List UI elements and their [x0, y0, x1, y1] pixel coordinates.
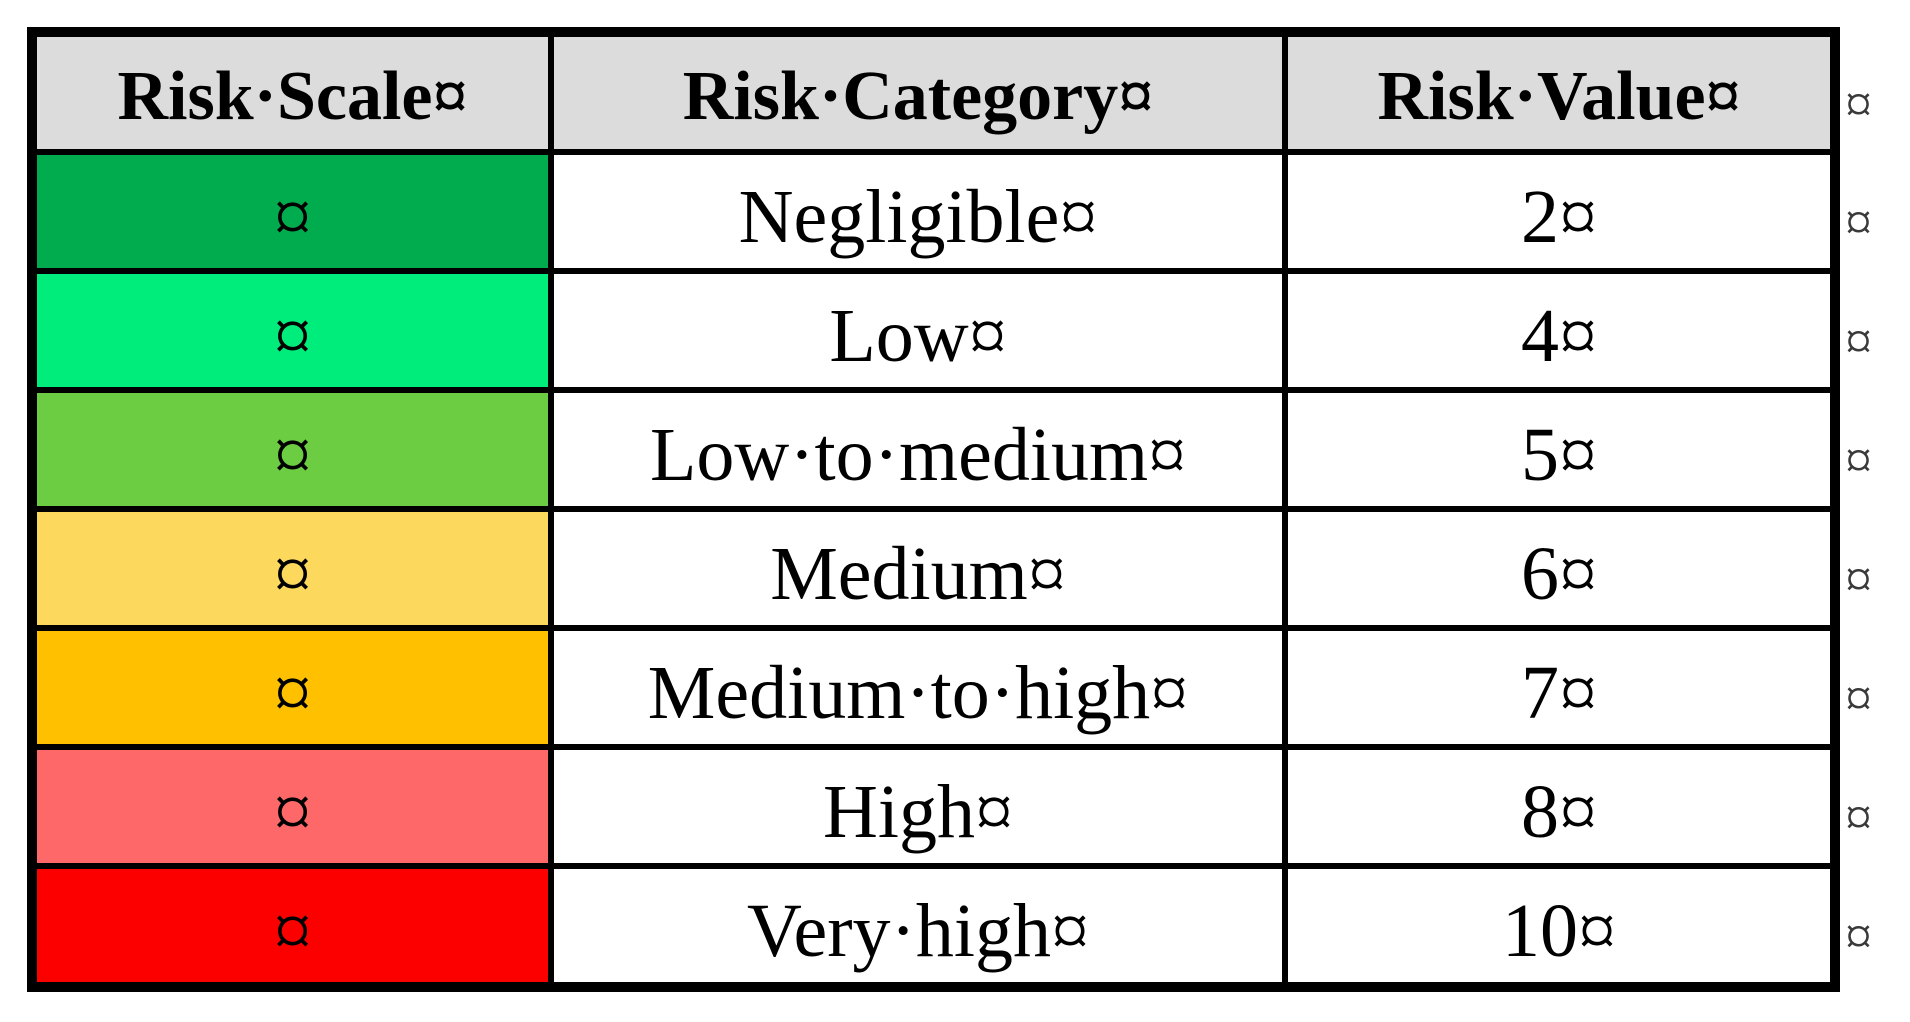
table-row-medium: ¤ Medium¤ 6¤ [34, 509, 1833, 628]
end-of-row-marker: ¤ [1845, 668, 1872, 728]
scale-color-cell: ¤ [34, 152, 551, 271]
header-cell-risk-value: Risk·Value¤ [1285, 34, 1833, 152]
cell-end-marker: ¤ [273, 888, 312, 973]
header-cell-risk-category: Risk·Category¤ [551, 34, 1285, 152]
header-label-risk-scale: Risk·Scale¤ [117, 58, 468, 135]
cell-end-marker: ¤ [273, 174, 312, 259]
header-cell-risk-scale: Risk·Scale¤ [34, 34, 551, 152]
value-label: 2¤ [1521, 174, 1597, 259]
category-cell: Medium¤ [551, 509, 1285, 628]
cell-end-marker: ¤ [273, 293, 312, 378]
category-label: Negligible¤ [738, 174, 1098, 259]
header-row: Risk·Scale¤ Risk·Category¤ Risk·Value¤ [34, 34, 1833, 152]
value-cell: 8¤ [1285, 747, 1833, 866]
scale-color-cell: ¤ [34, 390, 551, 509]
category-label: High¤ [823, 769, 1013, 854]
value-label: 6¤ [1521, 531, 1597, 616]
end-of-row-marker: ¤ [1845, 787, 1872, 847]
category-cell: Low·to·medium¤ [551, 390, 1285, 509]
value-cell: 5¤ [1285, 390, 1833, 509]
category-label: Medium¤ [770, 531, 1066, 616]
value-label: 7¤ [1521, 650, 1597, 735]
value-label: 10¤ [1502, 888, 1616, 973]
category-label: Low·to·medium¤ [649, 412, 1187, 497]
category-label: Very·high¤ [747, 888, 1089, 973]
end-of-row-marker: ¤ [1845, 311, 1872, 371]
category-cell: Medium·to·high¤ [551, 628, 1285, 747]
cell-end-marker: ¤ [273, 412, 312, 497]
value-cell: 7¤ [1285, 628, 1833, 747]
value-cell: 10¤ [1285, 866, 1833, 985]
end-of-row-marker: ¤ [1845, 430, 1872, 490]
cell-end-marker: ¤ [273, 531, 312, 616]
table-row-low: ¤ Low¤ 4¤ [34, 271, 1833, 390]
value-label: 4¤ [1521, 293, 1597, 378]
value-label: 8¤ [1521, 769, 1597, 854]
category-cell: High¤ [551, 747, 1285, 866]
value-cell: 2¤ [1285, 152, 1833, 271]
scale-color-cell: ¤ [34, 628, 551, 747]
cell-end-marker: ¤ [273, 769, 312, 854]
value-cell: 6¤ [1285, 509, 1833, 628]
category-label: Low¤ [829, 293, 1007, 378]
category-cell: Negligible¤ [551, 152, 1285, 271]
table-row-low-to-medium: ¤ Low·to·medium¤ 5¤ [34, 390, 1833, 509]
header-label-risk-category: Risk·Category¤ [682, 58, 1154, 135]
header-label-risk-value: Risk·Value¤ [1377, 58, 1741, 135]
end-of-row-marker: ¤ [1845, 74, 1872, 134]
scale-color-cell: ¤ [34, 271, 551, 390]
table-header-row: Risk·Scale¤ Risk·Category¤ Risk·Value¤ [34, 34, 1833, 152]
category-label: Medium·to·high¤ [647, 650, 1189, 735]
end-of-row-marker: ¤ [1845, 549, 1872, 609]
scale-color-cell: ¤ [34, 866, 551, 985]
scale-color-cell: ¤ [34, 509, 551, 628]
risk-scale-table: Risk·Scale¤ Risk·Category¤ Risk·Value¤ ¤… [27, 27, 1840, 992]
end-of-row-marker: ¤ [1845, 192, 1872, 252]
table-row-medium-to-high: ¤ Medium·to·high¤ 7¤ [34, 628, 1833, 747]
table-row-negligible: ¤ Negligible¤ 2¤ [34, 152, 1833, 271]
category-cell: Very·high¤ [551, 866, 1285, 985]
cell-end-marker: ¤ [273, 650, 312, 735]
category-cell: Low¤ [551, 271, 1285, 390]
end-of-row-marker: ¤ [1845, 906, 1872, 966]
value-label: 5¤ [1521, 412, 1597, 497]
table-body: ¤ Negligible¤ 2¤ ¤ Low¤ 4¤ ¤ Low·to·medi… [34, 152, 1833, 985]
table-row-very-high: ¤ Very·high¤ 10¤ [34, 866, 1833, 985]
value-cell: 4¤ [1285, 271, 1833, 390]
scale-color-cell: ¤ [34, 747, 551, 866]
table-row-high: ¤ High¤ 8¤ [34, 747, 1833, 866]
